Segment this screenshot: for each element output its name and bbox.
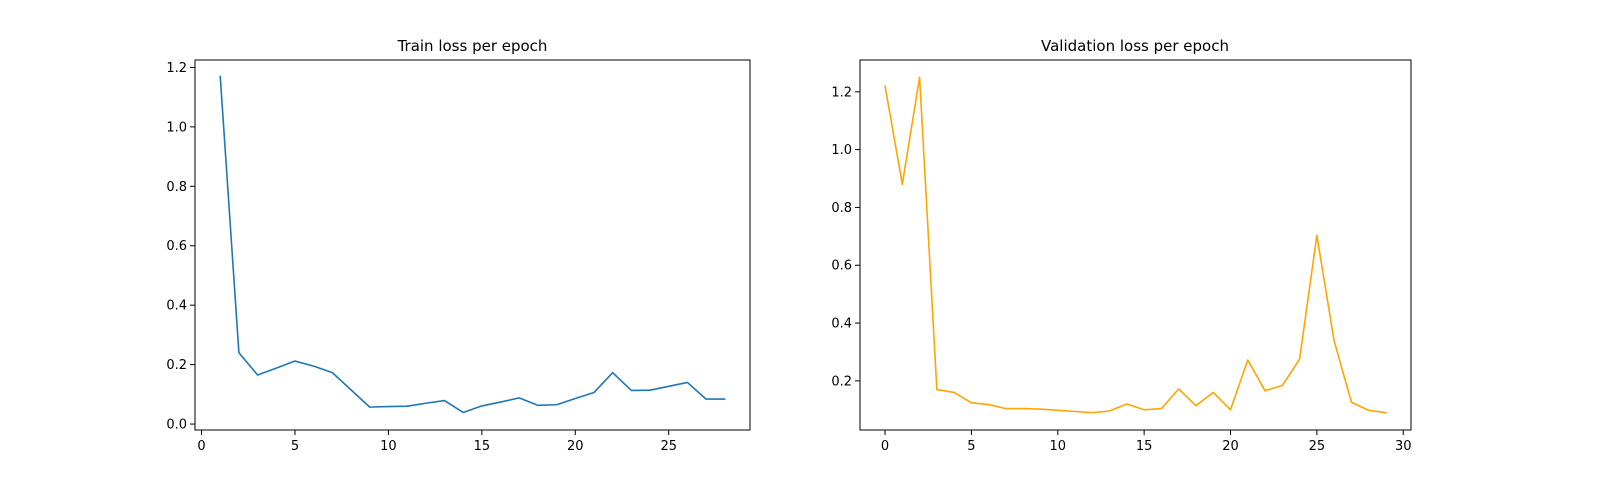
validation-loss-chart: Validation loss per epoch 0 5 10 15 20 25 30 0.…: [831, 37, 1411, 454]
x-tick-label: 25: [660, 439, 677, 454]
y-tick-label: 1.2: [166, 61, 187, 76]
y-tick-label: 0.2: [831, 374, 852, 389]
y-tick-label: 1.0: [166, 120, 187, 135]
axes-frame: [859, 59, 1412, 431]
x-tick-label: 10: [380, 439, 397, 454]
y-tick-label: 0.4: [831, 317, 852, 332]
series-line: [219, 75, 726, 414]
y-tick-label: 0.6: [166, 239, 187, 254]
x-tick-label: 5: [291, 439, 299, 454]
y-tick-label: 1.0: [831, 143, 852, 158]
y-tick-label: 0.6: [831, 259, 852, 274]
y-tick-label: 0.8: [166, 180, 187, 195]
chart-title: Validation loss per epoch: [1041, 37, 1229, 55]
x-tick-label: 15: [1136, 439, 1153, 454]
x-tick-label: 10: [1049, 439, 1066, 454]
x-tick-label: 25: [1309, 439, 1326, 454]
x-tick-label: 5: [967, 439, 975, 454]
axes-frame: [194, 59, 751, 431]
y-tick-label: 1.2: [831, 85, 852, 100]
series-line: [884, 76, 1387, 414]
x-tick-label: 30: [1395, 439, 1412, 454]
x-tick-label: 20: [1222, 439, 1239, 454]
y-tick-label: 0.4: [166, 299, 187, 314]
x-tick-label: 20: [567, 439, 584, 454]
train-loss-chart: Train loss per epoch 0 5 10 15 20 25 0.0 0.2 0.4…: [166, 37, 751, 454]
x-tick-label: 15: [474, 439, 491, 454]
y-tick-label: 0.0: [166, 418, 187, 433]
x-tick-label: 0: [881, 439, 889, 454]
y-tick-label: 0.2: [166, 358, 187, 373]
x-tick-label: 0: [197, 439, 205, 454]
chart-title: Train loss per epoch: [397, 37, 548, 55]
y-tick-label: 0.8: [831, 201, 852, 216]
